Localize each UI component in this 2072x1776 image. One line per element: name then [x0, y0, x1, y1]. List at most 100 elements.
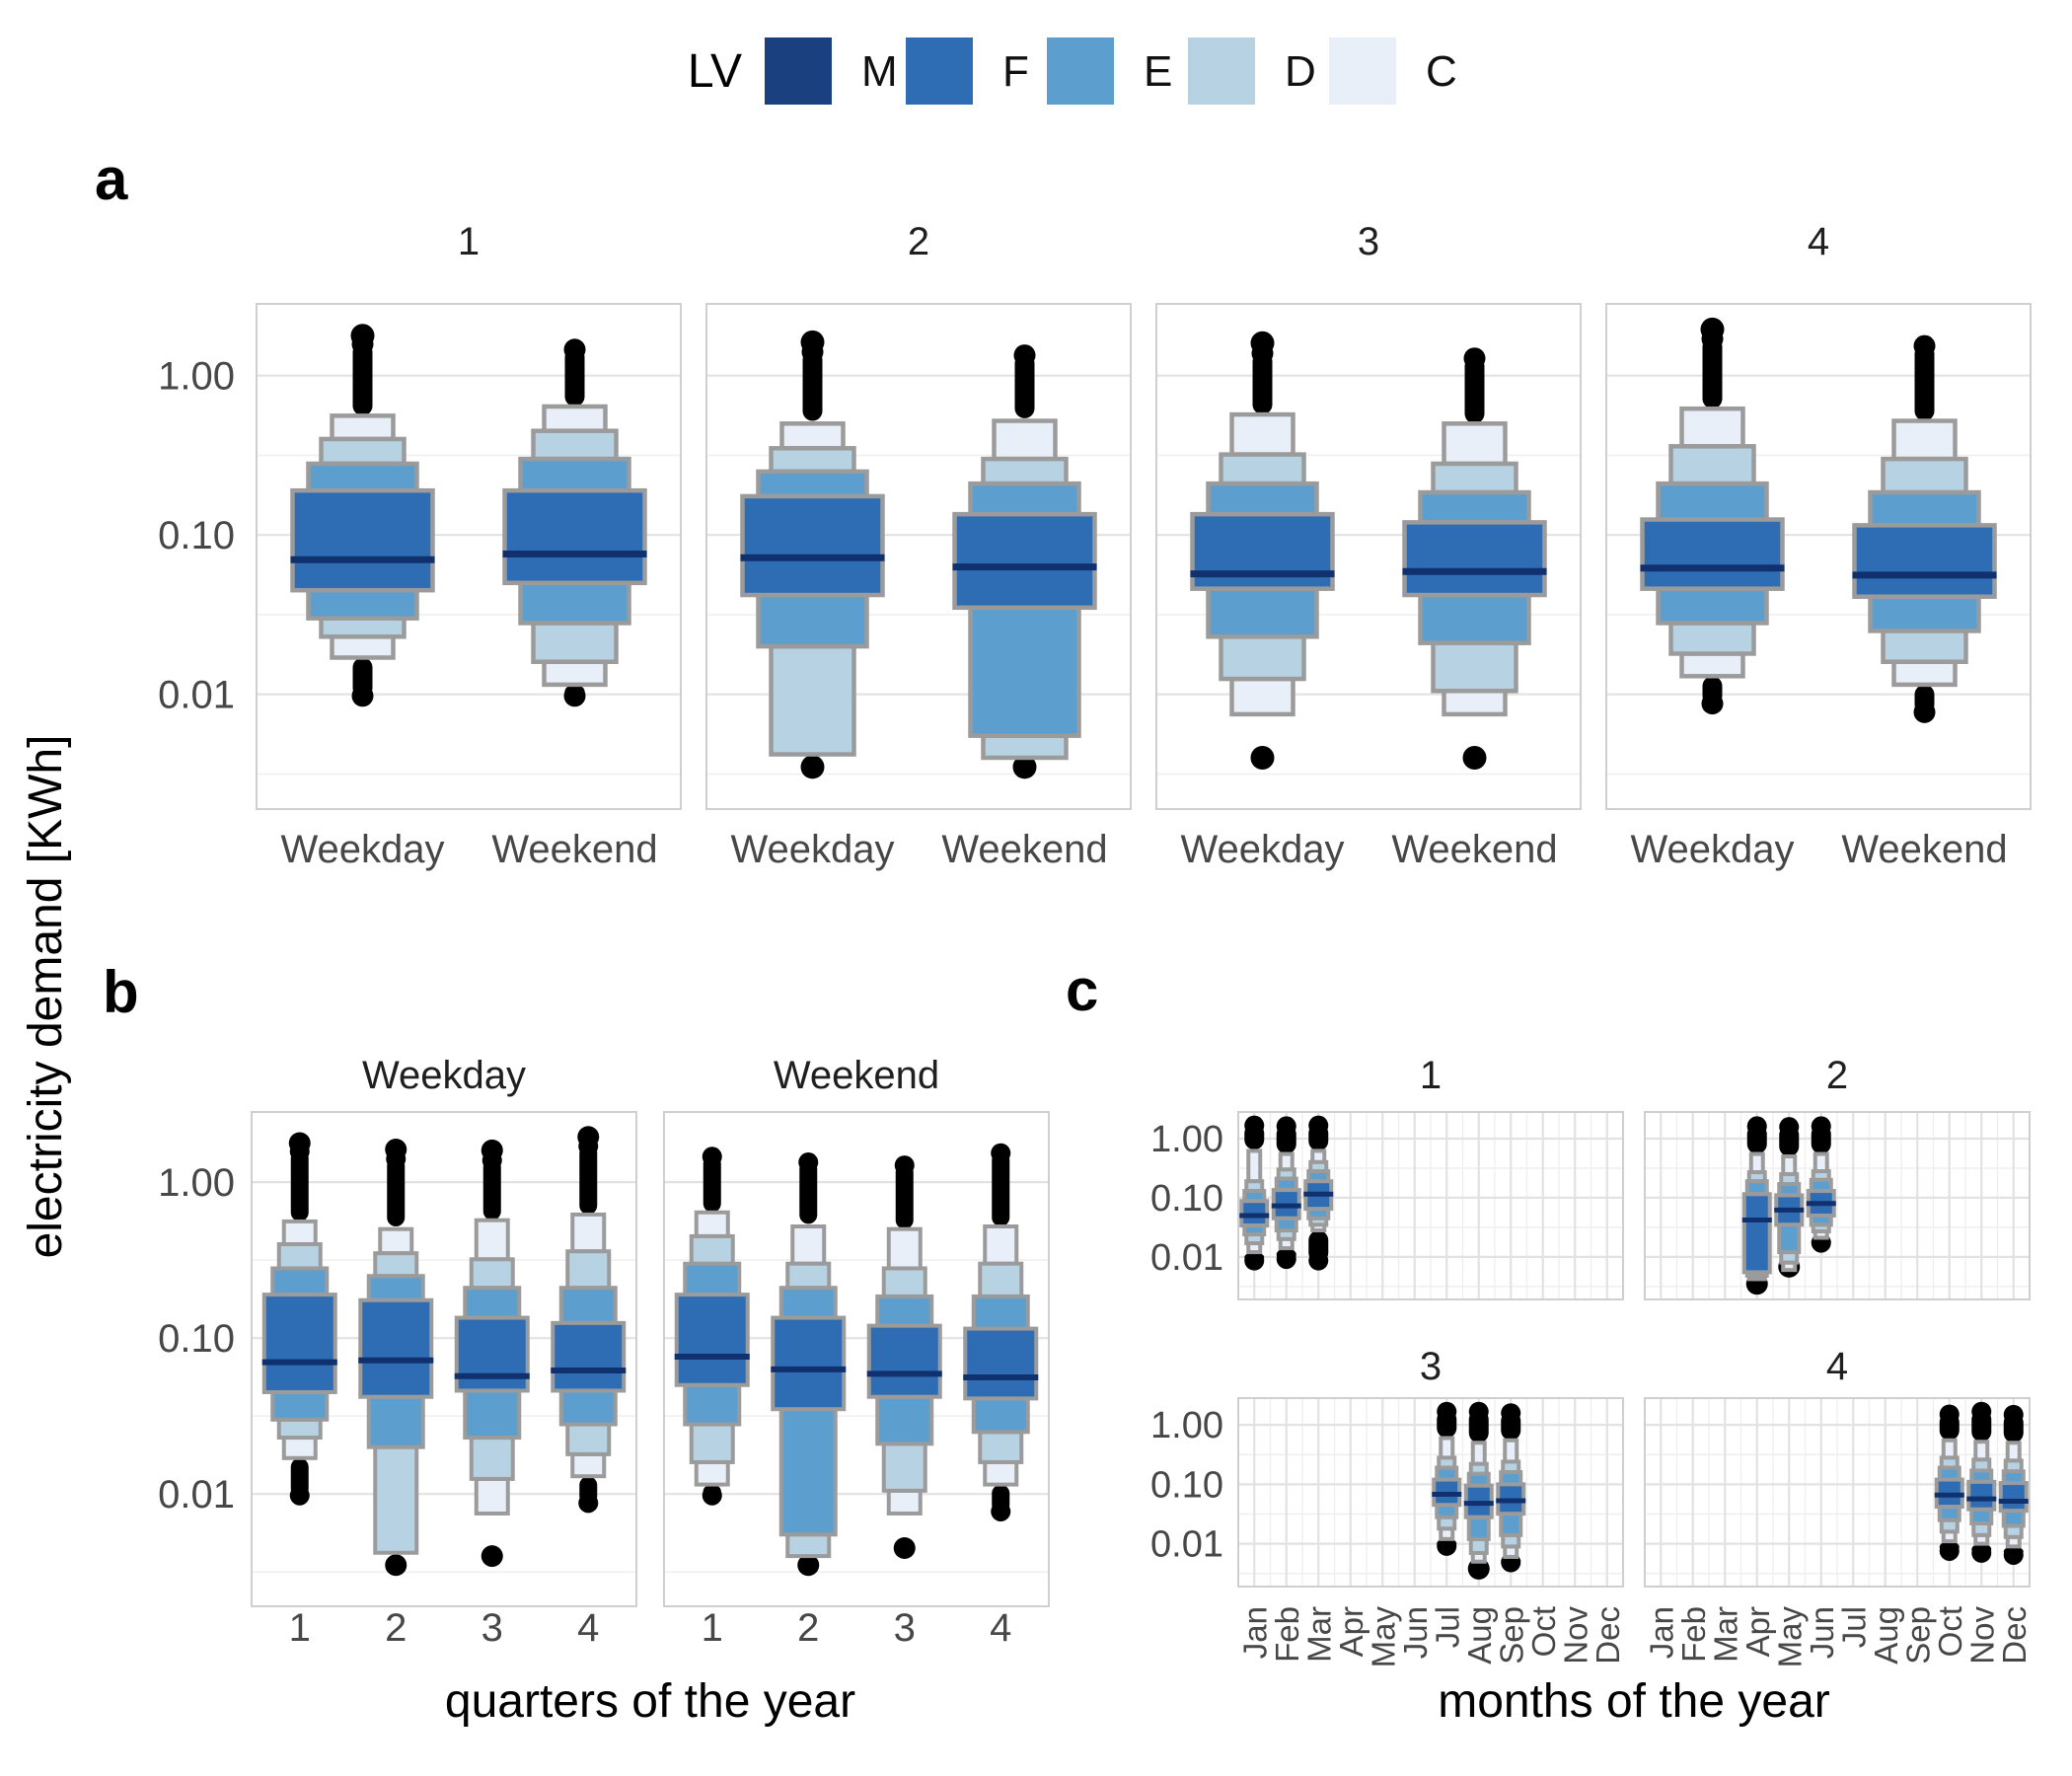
lv-box-F [261, 1293, 337, 1394]
lv-box-C [542, 404, 608, 433]
lv-box-F [674, 1293, 750, 1387]
lv-box-E [875, 1294, 934, 1328]
x-tick-label-month: Jul [1429, 1606, 1465, 1648]
outlier-dot [351, 685, 374, 707]
x-tick-label-month: Jun [1397, 1606, 1434, 1659]
lv-box-F [952, 511, 1097, 611]
outlier-dot [1913, 701, 1936, 723]
lv-box-C [378, 1226, 414, 1256]
facet-title-c: 2 [1826, 1054, 1848, 1097]
y-tick-label: 0.10 [1150, 1464, 1223, 1506]
lv-box-C [281, 1436, 318, 1460]
outlier-dot [893, 1537, 916, 1560]
outlier-dot [385, 1139, 407, 1161]
panel-border [1644, 1397, 2031, 1588]
panel-border [705, 303, 1132, 810]
panel-border [1605, 303, 2032, 810]
outlier-dot [1276, 1116, 1296, 1137]
lv-box-F [502, 487, 647, 586]
letter-value-group [1998, 1404, 2029, 1565]
panel-border [1644, 1111, 2031, 1300]
x-tick-label-month: Sep [1493, 1606, 1529, 1665]
lv-box-D [531, 621, 619, 664]
panel-border [1237, 1111, 1624, 1300]
lv-box-D [1219, 634, 1306, 682]
lv-box-C [1941, 1438, 1958, 1460]
outlier-run [482, 1158, 501, 1221]
outlier-dot [481, 1545, 503, 1568]
lv-box-D [565, 1422, 612, 1456]
letter-value-group [1239, 1115, 1270, 1271]
lv-box-E [1418, 592, 1531, 645]
letter-value-group [261, 1132, 337, 1506]
outlier-dot [481, 1139, 503, 1161]
outlier-dot [1939, 1404, 1960, 1425]
lv-box-D [1881, 629, 1968, 664]
lv-box-F [1998, 1481, 2029, 1514]
outlier-dot [1244, 1115, 1265, 1136]
lv-box-E [778, 1286, 838, 1320]
outlier-dot [798, 1152, 819, 1173]
y-tick-label: 0.10 [158, 514, 235, 557]
lv-box-E [1466, 1515, 1491, 1541]
lv-box-E [270, 1266, 330, 1297]
outlier-run [564, 347, 585, 407]
y-tick-label: 1.00 [1150, 1119, 1223, 1160]
outlier-run [1252, 351, 1273, 415]
lv-box-E [558, 1286, 618, 1325]
facet-title-a: 4 [1808, 220, 1829, 263]
lv-box-F [1741, 1192, 1772, 1275]
lv-box-D [373, 1251, 419, 1279]
lv-box-D [978, 1430, 1024, 1464]
outlier-dot [289, 1485, 310, 1506]
x-tick-label-month: Mar [1707, 1606, 1743, 1663]
outlier-dot [385, 1554, 407, 1577]
lv-box-D [785, 1261, 832, 1291]
lv-box-D [1881, 456, 1968, 495]
facet-title-b: Weekend [774, 1054, 939, 1097]
lv-box-D [881, 1442, 927, 1493]
y-tick-label: 0.01 [1150, 1237, 1223, 1279]
lv-box-F [963, 1326, 1039, 1401]
lv-box-E [971, 1294, 1030, 1331]
x-tick-label: 1 [289, 1606, 311, 1650]
legend-label-C: C [1426, 47, 1457, 96]
x-tick-label-month: Jan [1643, 1606, 1679, 1659]
x-tick-label-month: Dec [1590, 1606, 1626, 1665]
lv-box-D [785, 1532, 832, 1559]
x-tick-label-month: Feb [1269, 1606, 1305, 1663]
facet-panel [1237, 1397, 1624, 1588]
panel-c-letter: c [1066, 957, 1098, 1023]
lv-box-C [1470, 1441, 1487, 1466]
lv-box-E [463, 1388, 522, 1441]
outlier-dot [1463, 347, 1486, 370]
lv-box-C [992, 418, 1058, 462]
legend: LV M F E D C [688, 37, 1457, 105]
x-tick-label: 4 [577, 1606, 599, 1650]
panel-border [251, 1111, 637, 1607]
lv-box-C [1229, 411, 1295, 457]
lv-box-C [983, 1459, 1019, 1487]
x-tick-label: Weekend [941, 828, 1107, 871]
letter-value-group [740, 330, 885, 779]
outlier-dot [702, 1147, 722, 1167]
outlier-dot [1779, 1117, 1800, 1138]
lv-box-D [276, 1417, 323, 1441]
lv-box-E [968, 481, 1081, 517]
letter-value-group [1966, 1401, 1997, 1563]
lv-box-E [2001, 1509, 2026, 1528]
lv-box-F [1966, 1479, 1997, 1512]
outlier-dot [2003, 1404, 2024, 1425]
letter-value-group [866, 1155, 942, 1560]
lv-box-D [1431, 640, 1518, 694]
legend-title: LV [688, 45, 742, 98]
lv-box-E [756, 469, 869, 499]
outlier-run [579, 1144, 598, 1215]
lv-box-E [1868, 594, 1981, 633]
outlier-dot [578, 1493, 599, 1514]
plots-layer: 1 Weekday Weekend 2 Weekday Weekend 3 Weekday We… [158, 220, 2033, 1667]
panel-border [256, 303, 682, 810]
legend-label-D: D [1285, 47, 1316, 96]
